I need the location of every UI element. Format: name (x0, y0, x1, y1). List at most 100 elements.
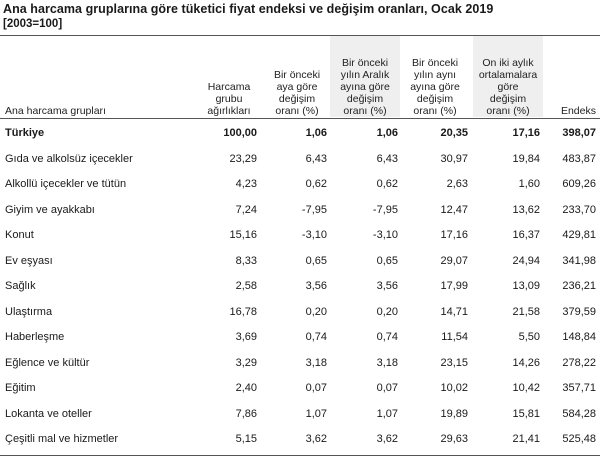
column-header-line: ayına göre (340, 81, 390, 93)
column-header-6: On iki aylık ortalamalara göre değişim oranı… (473, 35, 543, 117)
cell-december-change: 3,62 (376, 433, 398, 445)
column-header-line: Bir önceki (273, 69, 321, 81)
cell-annual-change: 12,47 (440, 203, 468, 216)
cell-december-change: 1,06 (376, 127, 398, 139)
column-header-1: Ana harcama grupları (5, 35, 185, 117)
table-row: Eğlence ve kültür 3,29 3,18 3,18 23,15 14,26 2… (0, 353, 600, 373)
cell-twelve-month-avg-change: 15,81 (512, 407, 540, 420)
column-header-line: oranı (%) (486, 105, 530, 117)
cell-twelve-month-avg-change: 19,84 (512, 152, 540, 165)
cell-twelve-month-avg-change: 17,16 (512, 127, 540, 139)
cell-weight: 23,29 (229, 152, 257, 165)
row-label: Eğlence ve kültür (5, 356, 90, 369)
row-label: Lokanta ve oteller (5, 407, 92, 420)
cell-december-change: 0,20 (376, 305, 398, 318)
cell-monthly-change: 3,62 (305, 433, 327, 445)
column-header-line: yılın Aralık (340, 69, 390, 81)
cell-index: 609,26 (562, 178, 596, 190)
column-header-line: değişim (346, 93, 384, 105)
row-label: Sağlık (5, 280, 36, 292)
cell-annual-change: 17,16 (440, 229, 468, 241)
cell-twelve-month-avg-change: 1,60 (518, 178, 540, 190)
cell-index: 429,81 (562, 229, 596, 241)
cell-annual-change: 29,63 (440, 433, 468, 445)
cell-twelve-month-avg-change: 24,94 (512, 254, 540, 267)
cell-annual-change: 14,71 (440, 305, 468, 318)
cell-annual-change: 17,99 (440, 280, 468, 292)
cell-monthly-change: 1,06 (305, 127, 327, 139)
cell-weight: 7,86 (235, 407, 257, 420)
column-header-line: Harcama (207, 81, 251, 93)
table-row: Alkollü içecekler ve tütün 4,23 0,62 0,62 2,… (0, 174, 600, 194)
cell-annual-change: 30,97 (440, 152, 468, 165)
table-row: Lokanta ve oteller 7,86 1,07 1,07 19,89 15,81… (0, 404, 600, 424)
cell-annual-change: 23,15 (440, 356, 468, 369)
cell-annual-change: 19,89 (440, 407, 468, 420)
cell-weight: 2,58 (235, 280, 257, 292)
header-bottom-rule (0, 118, 600, 119)
cell-monthly-change: 1,07 (305, 407, 327, 420)
cell-weight: 3,29 (235, 356, 257, 369)
column-header-line: Endeks (560, 105, 596, 117)
cell-index: 483,87 (562, 152, 596, 165)
column-header-line: Bir önceki (411, 57, 459, 69)
cell-monthly-change: 0,74 (305, 331, 327, 343)
cell-december-change: 3,56 (376, 280, 398, 292)
cell-twelve-month-avg-change: 13,62 (512, 203, 540, 216)
cell-december-change: 0,07 (376, 382, 398, 394)
cell-index: 236,21 (562, 280, 596, 292)
cell-index: 233,70 (562, 203, 596, 216)
column-header-line: On iki aylık (482, 57, 534, 69)
column-header-line: yılın aynı (413, 69, 457, 81)
cell-monthly-change: 3,18 (305, 356, 327, 369)
cell-twelve-month-avg-change: 14,26 (512, 356, 540, 369)
cell-annual-change: 29,07 (440, 254, 468, 267)
cell-monthly-change: 6,43 (305, 152, 327, 165)
cell-weight: 2,40 (235, 382, 257, 394)
cell-weight: 7,24 (235, 203, 257, 216)
table-title: Ana harcama gruplarına göre tüketici fiy… (3, 2, 494, 16)
column-header-line: değişim (278, 93, 316, 105)
header-shade-col5 (473, 36, 543, 117)
cell-twelve-month-avg-change: 21,58 (512, 305, 540, 318)
cell-december-change: 0,62 (376, 178, 398, 190)
column-header-line: aya göre (276, 81, 318, 93)
table-subtitle: [2003=100] (3, 18, 63, 30)
cell-monthly-change: 0,65 (305, 254, 327, 267)
cell-index: 398,07 (562, 127, 596, 139)
cell-index: 357,71 (562, 382, 596, 394)
header-top-rule (0, 35, 600, 36)
cell-weight: 3,69 (235, 331, 257, 343)
cell-weight: 4,23 (235, 178, 257, 190)
row-label: Eğitim (5, 382, 36, 394)
cell-index: 525,48 (562, 433, 596, 445)
cell-december-change: 3,18 (376, 356, 398, 369)
row-label: Ev eşyası (5, 254, 53, 267)
column-header-line: oranı (%) (413, 105, 457, 117)
table-row: Gıda ve alkolsüz içecekler 23,29 6,43 6,43 3… (0, 149, 600, 169)
column-header-line: oranı (%) (343, 105, 387, 117)
table-bottom-rule (0, 455, 600, 456)
cell-annual-change: 2,63 (446, 178, 468, 190)
column-header-line: grubu (215, 93, 243, 105)
cell-december-change: 6,43 (376, 152, 398, 165)
cell-twelve-month-avg-change: 21,41 (512, 433, 540, 445)
cell-annual-change: 20,35 (440, 127, 468, 139)
column-header-3: Bir önceki aya göre değişim oranı (%) (262, 35, 332, 117)
cell-weight: 100,00 (223, 127, 257, 139)
cell-weight: 16,78 (229, 305, 257, 318)
row-label: Alkollü içecekler ve tütün (5, 178, 127, 190)
cell-december-change: -7,95 (372, 203, 398, 216)
row-label: Türkiye (5, 127, 45, 139)
cell-monthly-change: 0,62 (305, 178, 327, 190)
cell-monthly-change: 3,56 (305, 280, 327, 292)
cell-twelve-month-avg-change: 5,50 (518, 331, 540, 343)
column-header-line: göre (497, 81, 519, 93)
column-header-line: ağırlıkları (207, 105, 251, 117)
table-row: Eğitim 2,40 0,07 0,07 10,02 10,42 357,71 (0, 378, 600, 398)
row-label: Gıda ve alkolsüz içecekler (5, 152, 133, 165)
column-header-5: Bir önceki yılın aynı ayına göre değişim ora… (400, 35, 470, 117)
cell-twelve-month-avg-change: 10,42 (512, 382, 540, 394)
cell-monthly-change: 0,20 (305, 305, 327, 318)
cell-monthly-change: -7,95 (301, 203, 327, 216)
